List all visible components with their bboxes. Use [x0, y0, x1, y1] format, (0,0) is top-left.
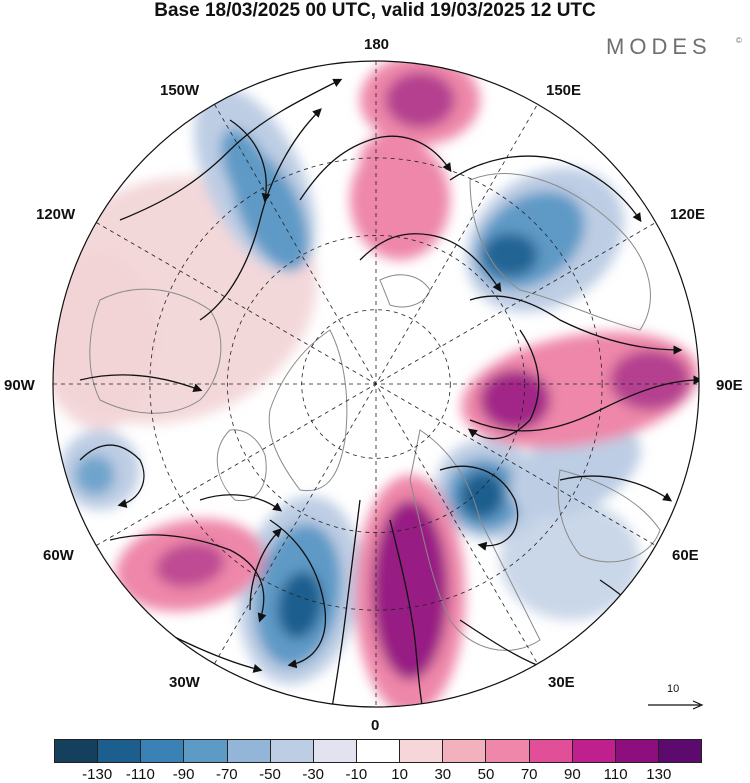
latitude-circle	[227, 235, 525, 533]
colorbar-tick-label: 110	[603, 766, 628, 783]
colorbar-tick-label: -110	[125, 766, 155, 783]
colorbar-swatch	[313, 740, 357, 762]
colorbar-tick-label: -10	[345, 766, 368, 783]
streamline-arrow	[79, 444, 145, 508]
colorbar-swatch	[270, 740, 314, 762]
streamline-arrow	[329, 499, 361, 707]
anomaly-region	[482, 233, 538, 277]
colorbar-swatch	[658, 740, 702, 762]
coastline	[469, 173, 651, 331]
copyright-mark: ©	[736, 36, 742, 45]
streamline-arrow	[269, 519, 327, 669]
streamline-arrow	[79, 374, 203, 392]
colorbar-swatch	[400, 740, 444, 762]
latitude-circle	[149, 157, 603, 611]
coastline	[216, 429, 267, 502]
anomaly-region	[480, 370, 550, 430]
colorbar-swatch	[356, 740, 401, 762]
colorbar-tick-label: -50	[259, 766, 281, 783]
colorbar-swatch	[443, 740, 487, 762]
colorbar-swatch	[141, 740, 185, 762]
anomaly-region	[500, 500, 640, 620]
coastline	[268, 329, 348, 492]
continent-outlines	[89, 173, 661, 651]
map-title: Base 18/03/2025 00 UTC, valid 19/03/2025…	[154, 0, 596, 21]
lon-label-90e: 90E	[716, 377, 743, 394]
streamline-arrow	[467, 329, 540, 440]
anomaly-region	[372, 500, 448, 680]
coastline	[409, 429, 541, 651]
colorbar-tick-label: -30	[302, 766, 325, 783]
streamline-arrow	[359, 233, 502, 293]
streamline-arrow	[199, 494, 283, 512]
anomaly-region	[610, 350, 690, 410]
anomaly-region	[53, 250, 160, 430]
streamline-arrow	[249, 528, 282, 611]
lon-label-30w: 30W	[169, 674, 200, 691]
reference-vector-label: 10	[667, 683, 680, 695]
globe-boundary	[52, 60, 700, 708]
colorbar-tick-label: -70	[215, 766, 238, 783]
anomaly-region	[459, 471, 505, 519]
anomaly-field	[53, 61, 699, 707]
colorbar-tick-label: 130	[646, 766, 672, 783]
lon-label-120w: 120W	[36, 206, 76, 223]
anomaly-region	[277, 571, 323, 639]
streamline-arrow	[449, 155, 642, 223]
lon-label-0: 0	[371, 717, 380, 734]
colorbar-swatch	[98, 740, 142, 762]
colorbar-tick-label: 50	[477, 766, 495, 783]
colorbar-tick-label: 30	[434, 766, 452, 783]
lon-label-60w: 60W	[43, 547, 74, 564]
streamline-arrow	[299, 135, 452, 201]
colorbar-swatch	[55, 740, 99, 762]
colorbar-swatch	[615, 740, 659, 762]
streamline-arrow	[389, 519, 426, 707]
colorbar-tick-label: 90	[564, 766, 581, 783]
streamline-arrow	[119, 78, 343, 221]
lon-label-150e: 150E	[546, 82, 582, 99]
colorbar-tick-label: 10	[391, 766, 408, 783]
streamline-arrow	[469, 375, 699, 432]
lon-label-90w: 90W	[4, 377, 35, 394]
colorbar-swatch	[572, 740, 616, 762]
colorbar-tick-label: 70	[520, 766, 538, 783]
colorbar	[54, 739, 702, 763]
coastline	[89, 288, 222, 414]
lon-label-150w: 150W	[160, 82, 200, 99]
anomaly-region	[155, 542, 225, 588]
colorbar-swatch	[184, 740, 228, 762]
streamline-arrow	[469, 295, 683, 355]
streamline-arrow	[559, 475, 673, 502]
anomaly-region	[385, 72, 455, 128]
latitude-circle	[301, 309, 451, 459]
meridian-line	[214, 104, 538, 664]
colorbar-tick-label: -130	[82, 766, 113, 783]
colorbar-tick-label: -90	[172, 766, 195, 783]
coastline	[557, 469, 661, 563]
colorbar-swatch	[227, 740, 271, 762]
colorbar-swatch	[486, 740, 530, 762]
streamline-arrow	[199, 108, 322, 321]
streamline-arrow	[109, 534, 267, 623]
lon-label-120e: 120E	[670, 206, 706, 223]
anomaly-region	[360, 135, 410, 185]
reference-vector-arrow	[648, 700, 704, 710]
streamline-arrow	[439, 465, 519, 551]
lon-label-30e: 30E	[548, 674, 575, 691]
anomaly-region	[75, 455, 115, 495]
lon-label-60e: 60E	[672, 547, 699, 564]
lon-label-180: 180	[364, 36, 390, 53]
streamline-arrow	[229, 119, 271, 203]
modes-logo: MODES	[606, 34, 712, 59]
coastline	[379, 274, 431, 308]
colorbar-swatch	[529, 740, 573, 762]
